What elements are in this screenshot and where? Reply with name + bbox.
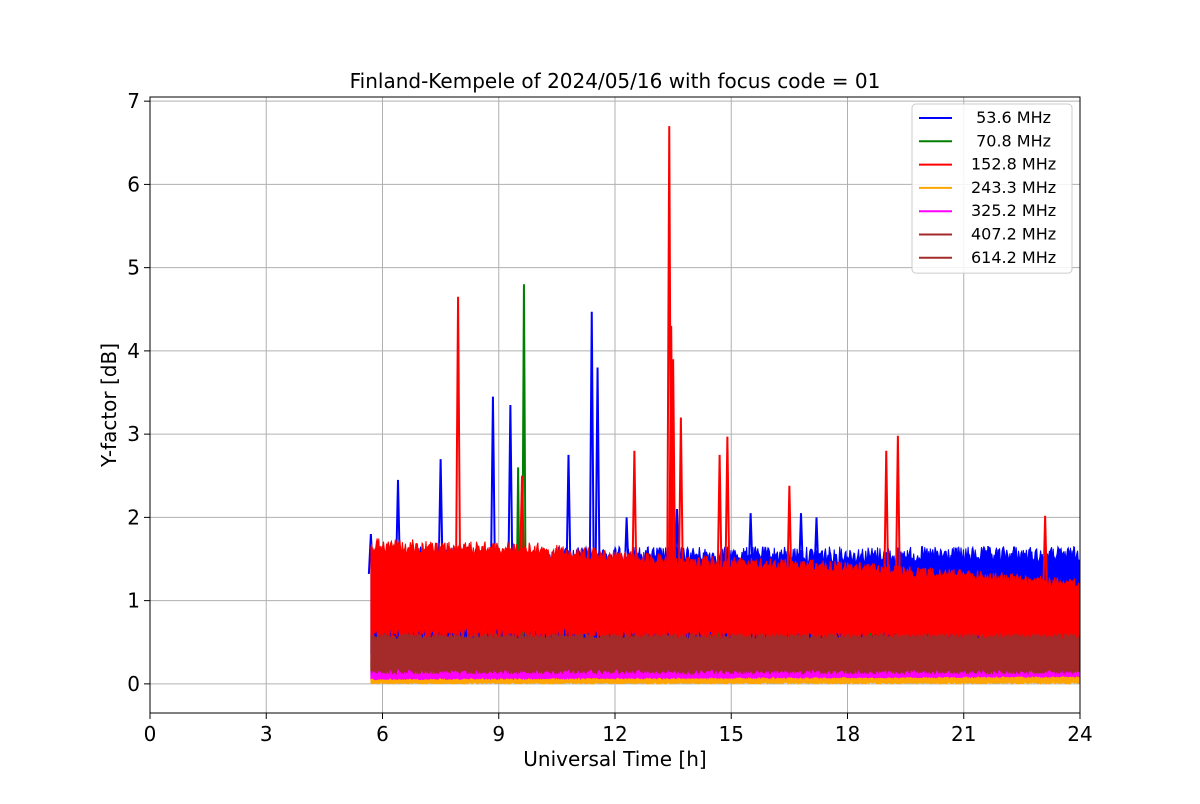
legend-label: 53.6 MHz <box>971 108 1051 127</box>
series-spike <box>883 450 890 589</box>
x-tick-label: 6 <box>376 722 389 746</box>
series-spike <box>813 517 820 575</box>
series-spike <box>677 417 684 581</box>
legend-box <box>911 103 1073 274</box>
legend-label: 614.2 MHz <box>971 248 1056 267</box>
chart-title: Finland-Kempele of 2024/05/16 with focus… <box>350 69 881 93</box>
series-spike <box>455 296 462 570</box>
series-spike <box>894 435 901 590</box>
y-tick-label: 3 <box>127 422 140 446</box>
series-spike <box>724 436 731 582</box>
legend: 53.6 MHz 70.8 MHz 152.8 MHz 243.3 MHz 325.2… <box>911 103 1073 274</box>
x-tick-label: 18 <box>835 722 860 746</box>
y-tick-label: 1 <box>127 589 140 613</box>
y-axis-label: Y-factor [dB] <box>97 343 121 468</box>
y-tick-label: 0 <box>127 672 140 696</box>
data-layer <box>367 126 1081 686</box>
series-spike <box>716 454 723 582</box>
y-tick-label: 2 <box>127 505 140 529</box>
series-spike <box>437 459 444 575</box>
legend-label: 152.8 MHz <box>971 155 1056 174</box>
series-spike <box>1042 515 1049 598</box>
series-spike <box>798 513 804 575</box>
y-tick-label: 5 <box>127 256 140 280</box>
series-spike <box>507 404 514 574</box>
series-spike <box>786 485 793 584</box>
series-spike <box>565 454 572 575</box>
y-tick-label: 6 <box>127 172 140 196</box>
legend-label: 325.2 MHz <box>971 201 1056 220</box>
series-spike <box>747 513 754 575</box>
series-spike <box>594 367 601 574</box>
series-spike <box>519 475 525 571</box>
series-spike <box>631 450 638 578</box>
series-spike <box>588 311 595 574</box>
series-band <box>370 632 1081 674</box>
grid-layer <box>149 97 1081 713</box>
x-tick-label: 0 <box>144 722 157 746</box>
y-tick-label: 7 <box>127 89 140 113</box>
legend-label: 407.2 MHz <box>971 225 1056 244</box>
legend-label: 243.3 MHz <box>971 178 1056 197</box>
x-tick-label: 15 <box>719 722 744 746</box>
series-spike <box>670 359 677 581</box>
y-tick-label: 4 <box>127 339 140 363</box>
x-tick-label: 3 <box>260 722 273 746</box>
x-tick-label: 9 <box>492 722 505 746</box>
series-614-2-mhz <box>370 632 1081 674</box>
series-spike <box>489 396 496 574</box>
x-tick-label: 21 <box>951 722 976 746</box>
series-spike <box>1011 546 1018 575</box>
x-tick-label: 24 <box>1067 722 1092 746</box>
x-tick-label: 12 <box>602 722 627 746</box>
x-axis-label: Universal Time [h] <box>523 747 706 771</box>
legend-label: 70.8 MHz <box>971 131 1051 150</box>
